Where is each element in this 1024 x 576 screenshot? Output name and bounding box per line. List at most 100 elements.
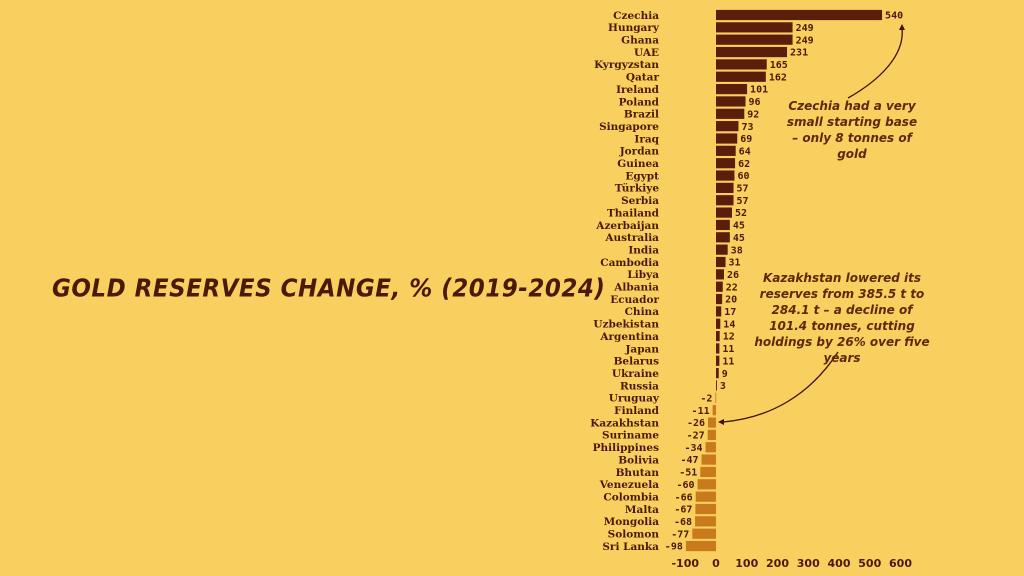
bar [716,121,739,132]
x-tick-label: 400 [828,557,851,570]
category-label: India [628,244,659,256]
category-label: Singapore [599,121,659,133]
bar [716,343,720,354]
category-label: Thailand [607,207,660,219]
value-label: 57 [737,184,749,195]
value-label: 231 [790,48,808,59]
value-label: 12 [723,332,735,343]
category-label: Czechia [613,10,659,22]
value-label: -11 [692,406,710,417]
bar [716,182,734,193]
category-label: Sri Lanka [602,541,659,553]
value-label: 57 [737,196,749,207]
category-label: Belarus [614,356,660,368]
value-label: -98 [665,542,683,553]
x-tick-label: -100 [671,557,699,570]
value-label: -34 [684,443,702,454]
value-label: 52 [735,208,747,219]
category-label: Malta [625,504,659,516]
category-label: Cambodia [600,257,659,269]
bar [716,331,720,342]
value-label: -68 [674,517,692,528]
category-label: Guinea [617,158,659,170]
value-label: 64 [739,146,751,157]
bar [695,491,716,502]
value-label: 165 [770,60,788,71]
category-label: Solomon [608,529,660,541]
category-label: Philippines [593,442,659,454]
bar [716,34,793,45]
bar [716,84,748,95]
category-label: Poland [619,96,660,108]
value-label: 96 [749,97,761,108]
value-label: -26 [687,418,705,429]
value-label: 249 [796,35,814,46]
category-label: Japan [624,343,659,355]
bar [716,355,720,366]
value-label: 26 [727,270,739,281]
category-label: Uzbekistan [593,319,659,331]
category-label: Ghana [621,35,659,47]
value-label: 20 [725,295,737,306]
bar [685,540,716,552]
category-label: Türkiye [615,183,660,195]
category-label: Qatar [626,72,660,84]
kazakhstan-arrowhead-icon [718,419,724,425]
category-label: Ecuador [610,294,659,306]
category-label: Russia [620,380,659,392]
value-label: -66 [675,492,693,503]
bar [716,158,736,169]
category-label: Kyrgyzstan [594,59,659,71]
bar [716,219,730,231]
x-tick-label: 200 [766,557,789,570]
category-label: Kazakhstan [590,417,659,429]
value-label: 45 [733,221,745,232]
value-label: -47 [680,455,698,466]
category-label: Jordan [619,146,660,158]
category-label: Argentina [599,331,659,343]
category-label: Azerbaijan [595,220,659,232]
category-label: Mongolia [604,516,660,528]
bar [716,195,734,206]
bar [716,71,766,82]
value-label: -60 [676,480,694,491]
category-label: UAE [634,47,659,59]
bar [716,96,746,107]
category-label: Venezuela [599,479,659,491]
category-label: Uruguay [609,393,660,405]
x-tick-label: 100 [735,557,758,570]
value-label: 22 [726,282,738,293]
bar [705,442,716,453]
kazakhstan-annotation-arrow [722,351,839,423]
category-label: Libya [627,269,659,281]
value-label: 249 [796,23,814,34]
value-label: 3 [720,381,726,392]
kazakhstan-annotation: Kazakhstan lowered its reserves from 385… [754,271,930,365]
chart-title: GOLD RESERVES CHANGE, % (2019-2024) [52,274,606,304]
bar [716,59,767,70]
value-label: 540 [885,11,903,22]
category-label: China [625,306,660,318]
category-label: Iraq [634,133,659,145]
bar [695,503,716,515]
value-label: 17 [724,307,736,318]
category-label: Egypt [625,170,659,182]
category-label: Albania [613,282,659,294]
bar [716,306,722,317]
bar [716,293,723,305]
value-label: 45 [733,233,745,244]
czechia-annotation-arrow [847,27,903,99]
bar [700,466,716,478]
bar [716,368,719,379]
x-tick-label: 0 [712,557,720,570]
bar [712,405,716,416]
bar [701,454,716,465]
bar [716,256,726,268]
bar [716,46,788,58]
bar [716,108,745,119]
bar [716,318,721,329]
value-label: 11 [722,356,734,367]
value-label: 38 [731,245,743,256]
value-label: -2 [700,393,712,404]
